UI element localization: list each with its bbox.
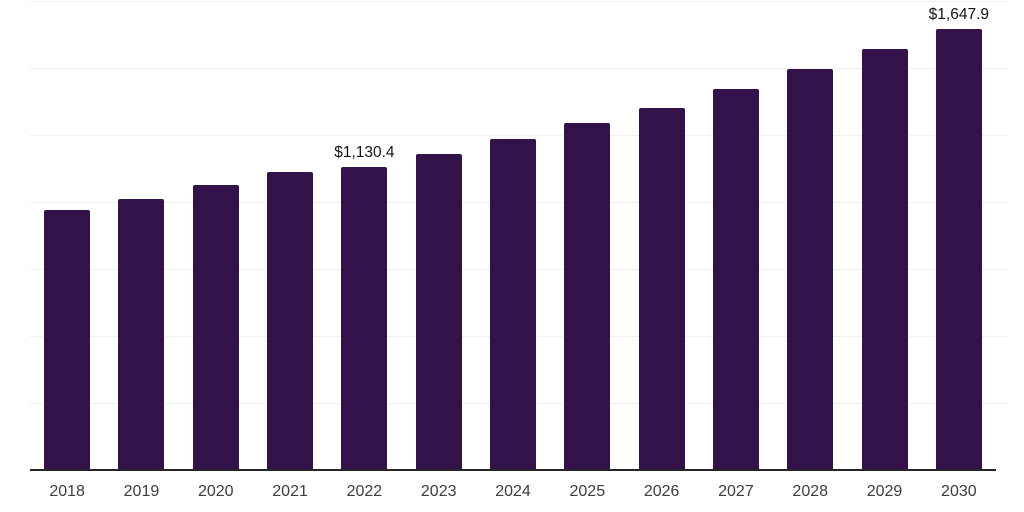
x-tick-label: 2030: [941, 483, 977, 500]
x-tick-label: 2019: [123, 483, 160, 500]
bar: [861, 49, 908, 470]
x-tick-label: 2023: [420, 483, 457, 500]
x-tick-label: 2026: [643, 483, 680, 500]
gridline: [30, 202, 1009, 204]
gridline: [30, 336, 1009, 338]
bar: [118, 199, 165, 470]
bar-value-label: $1,130.4: [334, 144, 395, 162]
x-tick-label: 2021: [272, 483, 308, 500]
bar: [490, 139, 536, 470]
bar: [415, 153, 462, 470]
bar-value-label: $1,647.9: [928, 5, 990, 23]
bar: [787, 68, 834, 470]
x-tick-label: 2027: [718, 483, 754, 500]
bar: [341, 167, 388, 470]
gridline: [30, 269, 1009, 271]
gridline: [30, 135, 1009, 137]
x-tick-label: 2028: [792, 483, 829, 500]
x-tick-label: 2022: [346, 483, 383, 500]
bar: [267, 172, 314, 470]
bar: [712, 89, 759, 470]
gridline: [30, 68, 1009, 70]
x-tick-label: 2029: [866, 483, 903, 500]
gridline: [30, 1, 1009, 3]
bar: [44, 209, 91, 470]
x-axis-line: [30, 469, 996, 471]
gridline: [30, 403, 1009, 405]
bar: [564, 122, 611, 470]
bar: [935, 28, 982, 470]
bar: [638, 107, 685, 470]
x-tick-label: 2020: [197, 483, 234, 500]
x-tick-label: 2025: [569, 483, 606, 500]
x-tick-label: 2024: [495, 483, 531, 500]
x-tick-label: 2018: [49, 483, 85, 500]
bar: [192, 184, 239, 470]
